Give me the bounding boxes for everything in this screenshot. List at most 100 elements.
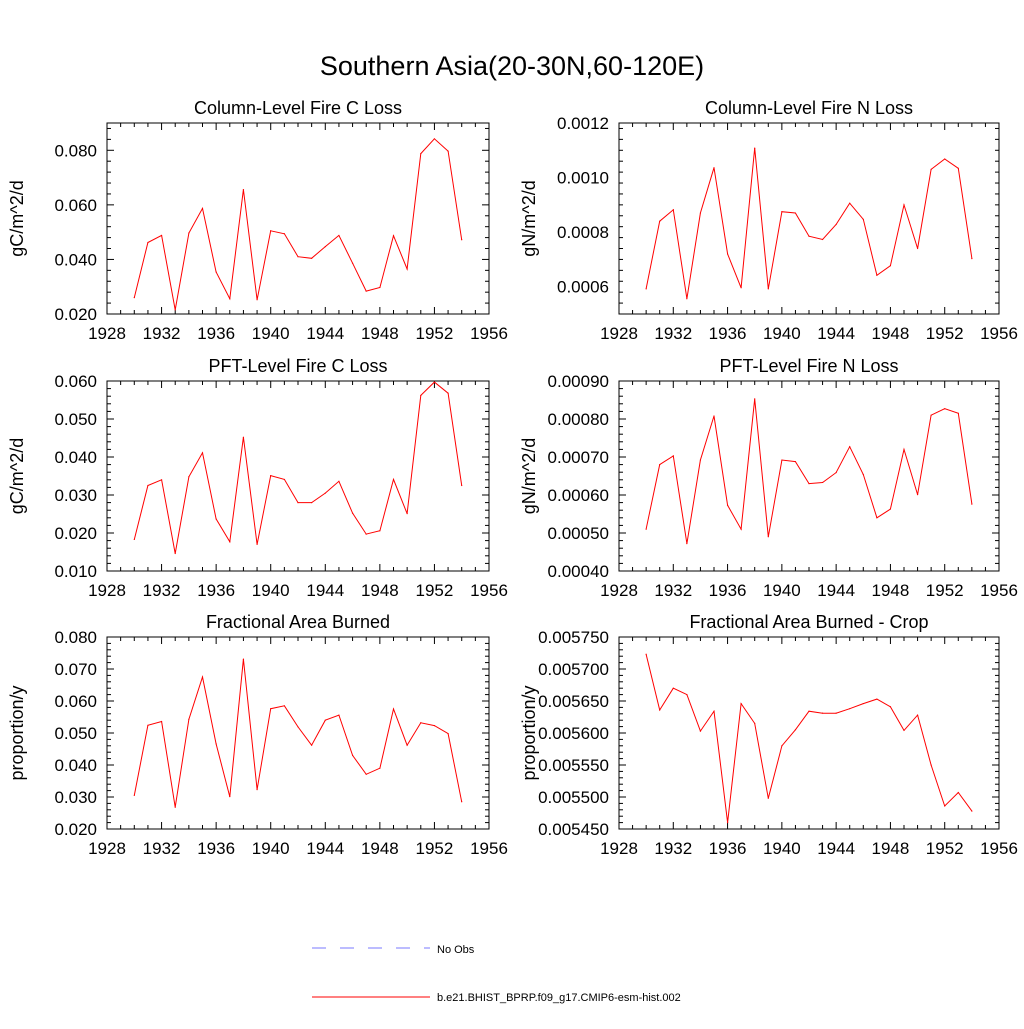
data-point <box>447 150 449 152</box>
data-point <box>406 744 408 746</box>
x-tick-label: 1948 <box>361 839 399 858</box>
panel-1: Column-Level Fire C Loss gC/m^2/d 1928 1932… <box>7 98 508 343</box>
x-tick-label: 1952 <box>416 839 454 858</box>
data-point <box>229 796 231 798</box>
data-point <box>406 268 408 270</box>
data-point <box>930 764 932 766</box>
data-point <box>133 794 135 797</box>
data-point <box>242 658 245 660</box>
data-point <box>957 412 959 414</box>
x-tick-label: 1956 <box>470 324 508 343</box>
x-tick-label: 1940 <box>763 839 801 858</box>
data-point <box>699 212 702 214</box>
y-axis-label: gN/m^2/d <box>519 180 539 256</box>
data-point <box>767 288 769 290</box>
data-point <box>821 238 824 241</box>
data-point <box>351 512 354 514</box>
y-tick-label: 0.005550 <box>538 756 609 775</box>
data-point <box>916 494 919 496</box>
data-point <box>930 414 932 416</box>
data-point <box>283 478 285 481</box>
data-point <box>365 290 367 292</box>
series-line <box>645 398 973 544</box>
data-point <box>311 744 313 746</box>
data-point <box>835 712 837 714</box>
data-point <box>876 698 878 700</box>
y-tick-label: 0.0008 <box>557 223 609 242</box>
y-tick-label: 0.00060 <box>548 486 609 505</box>
x-tick-label: 1932 <box>654 324 692 343</box>
y-tick-label: 0.00090 <box>548 372 609 391</box>
y-tick-label: 0.0012 <box>557 114 609 133</box>
y-tick-label: 0.005650 <box>538 692 609 711</box>
data-point <box>971 810 973 812</box>
data-point <box>365 773 367 775</box>
data-point <box>672 687 674 689</box>
x-tick-label: 1936 <box>197 581 235 600</box>
data-point <box>903 448 905 450</box>
x-tick-label: 1940 <box>252 324 290 343</box>
data-point <box>889 265 892 267</box>
y-tick-label: 0.005600 <box>538 724 609 743</box>
y-tick-label: 0.040 <box>54 756 97 775</box>
legend-model-label: b.e21.BHIST_BPRP.f09_g17.CMIP6-esm-hist.… <box>437 992 681 1004</box>
panel-title: PFT-Level Fire C Loss <box>208 356 387 376</box>
data-point <box>215 743 217 745</box>
data-point <box>229 298 231 300</box>
data-point <box>270 475 272 477</box>
data-point <box>849 202 851 204</box>
x-tick-label: 1948 <box>872 839 910 858</box>
data-point <box>256 789 258 791</box>
x-tick-label: 1940 <box>252 581 290 600</box>
data-point <box>256 543 258 546</box>
data-point <box>699 730 702 732</box>
panel-2: Column-Level Fire N Loss gN/m^2/d 1928 1932… <box>519 98 1018 343</box>
y-tick-label: 0.005500 <box>538 788 609 807</box>
data-point <box>392 708 395 710</box>
data-point <box>147 241 149 244</box>
panel-5: Fractional Area Burned proportion/y 1928 19… <box>7 612 508 858</box>
data-point <box>781 211 783 213</box>
data-point <box>659 464 661 466</box>
data-point <box>297 502 299 504</box>
data-point <box>379 767 381 769</box>
data-point <box>740 702 742 705</box>
y-tick-label: 0.0010 <box>557 169 609 188</box>
x-tick-label: 1948 <box>872 581 910 600</box>
x-tick-label: 1944 <box>817 839 855 858</box>
x-tick-label: 1948 <box>361 581 399 600</box>
x-tick-label: 1948 <box>361 324 399 343</box>
data-point <box>821 712 824 714</box>
x-tick-label: 1944 <box>306 324 344 343</box>
plot-frame <box>106 122 490 315</box>
data-point <box>876 517 878 519</box>
data-point <box>174 309 176 311</box>
data-point <box>876 274 878 276</box>
y-tick-label: 0.040 <box>54 250 97 269</box>
data-point <box>713 710 715 712</box>
y-tick-label: 0.040 <box>54 448 97 467</box>
x-tick-label: 1932 <box>654 839 692 858</box>
data-point <box>686 298 688 300</box>
data-point <box>849 446 851 448</box>
data-point <box>808 710 810 712</box>
data-point <box>971 503 973 505</box>
data-point <box>699 459 702 461</box>
data-point <box>256 299 258 301</box>
chart-panels: Column-Level Fire C Loss gC/m^2/d 1928 1932… <box>7 98 1018 858</box>
data-point <box>862 473 864 476</box>
data-point <box>147 484 149 487</box>
x-tick-label: 1936 <box>197 324 235 343</box>
data-point <box>754 147 756 149</box>
data-point <box>726 822 729 824</box>
data-point <box>889 508 892 510</box>
data-point <box>862 218 864 220</box>
x-tick-label: 1932 <box>143 324 181 343</box>
data-point <box>461 484 463 487</box>
data-point <box>944 158 946 160</box>
y-tick-label: 0.005700 <box>538 660 609 679</box>
panel-title: Column-Level Fire C Loss <box>194 98 402 118</box>
x-tick-label: 1952 <box>926 839 964 858</box>
